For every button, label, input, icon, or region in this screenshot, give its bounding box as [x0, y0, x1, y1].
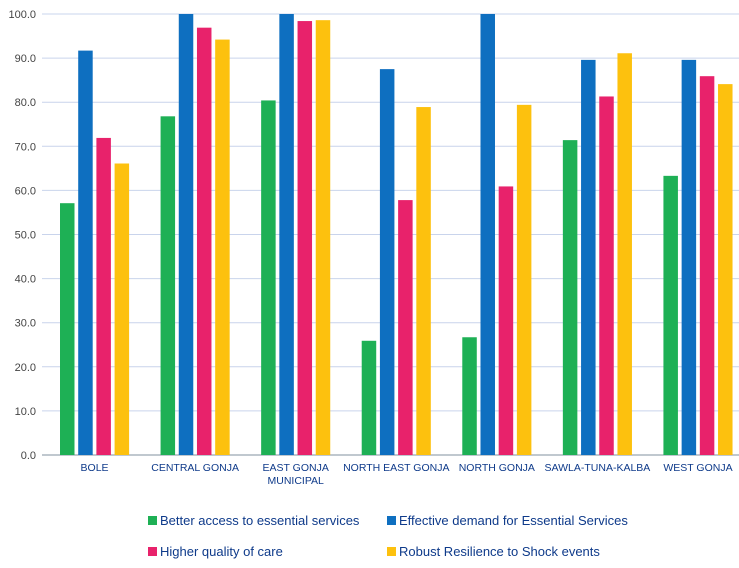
bars	[60, 14, 733, 456]
legend-label: Robust Resilience to Shock events	[399, 544, 600, 559]
legend-label: Effective demand for Essential Services	[399, 513, 628, 528]
y-tick-label: 40.0	[15, 274, 36, 286]
y-tick-label: 100.0	[8, 9, 36, 21]
bar	[279, 14, 294, 455]
bar	[315, 20, 331, 455]
bar	[681, 59, 697, 455]
bar	[462, 337, 477, 455]
bar	[699, 76, 715, 455]
y-tick-label: 30.0	[15, 318, 36, 330]
bar	[498, 186, 514, 455]
y-tick-label: 50.0	[15, 230, 36, 242]
bar	[663, 175, 678, 456]
bar	[416, 107, 431, 456]
bar	[562, 140, 578, 455]
y-tick-label: 60.0	[15, 185, 36, 197]
bar	[60, 203, 75, 455]
x-tick-label: BOLE	[81, 462, 109, 474]
bar	[581, 59, 596, 455]
bar	[379, 69, 395, 455]
x-tick-label: NORTH GONJA	[459, 462, 535, 474]
bar	[160, 116, 176, 455]
y-tick-label: 80.0	[15, 97, 36, 109]
bar	[114, 163, 130, 455]
y-tick-label: 20.0	[15, 362, 36, 374]
bar	[361, 340, 377, 455]
bar	[215, 39, 230, 455]
y-tick-label: 90.0	[15, 53, 36, 65]
bar	[261, 100, 276, 455]
legend-swatch	[148, 547, 157, 556]
y-tick-label: 0.0	[21, 450, 36, 462]
x-tick-label: CENTRAL GONJA	[151, 462, 239, 474]
x-tick-label: SAWLA-TUNA-KALBA	[545, 462, 651, 474]
legend-label: Higher quality of care	[160, 544, 283, 559]
axes: 0.0 10.0 20.0 30.0 40.0 50.0 60.0 70.0 80.0 90.0 1…	[8, 9, 732, 487]
x-tick-label: WEST GONJA	[663, 462, 732, 474]
bar	[718, 84, 733, 455]
x-tick-label: MUNICIPAL	[267, 475, 324, 487]
legend-swatch	[148, 516, 157, 525]
bar	[96, 137, 111, 455]
legend-swatch	[387, 547, 396, 556]
bar	[178, 14, 194, 455]
bar	[398, 200, 413, 455]
y-tick-label: 70.0	[15, 141, 36, 153]
bar	[599, 96, 614, 455]
bar	[78, 50, 93, 456]
legend-swatch	[387, 516, 396, 525]
bar	[617, 53, 632, 456]
legend-label: Better access to essential services	[160, 513, 360, 528]
legend: Better access to essential services Effec…	[148, 513, 628, 559]
y-tick-label: 10.0	[15, 406, 36, 418]
x-tick-label: NORTH EAST GONJA	[343, 462, 449, 474]
bar	[297, 21, 313, 455]
bar	[516, 104, 532, 455]
bar	[196, 27, 212, 456]
bar	[480, 14, 495, 455]
x-tick-label: EAST GONJA	[263, 462, 329, 474]
